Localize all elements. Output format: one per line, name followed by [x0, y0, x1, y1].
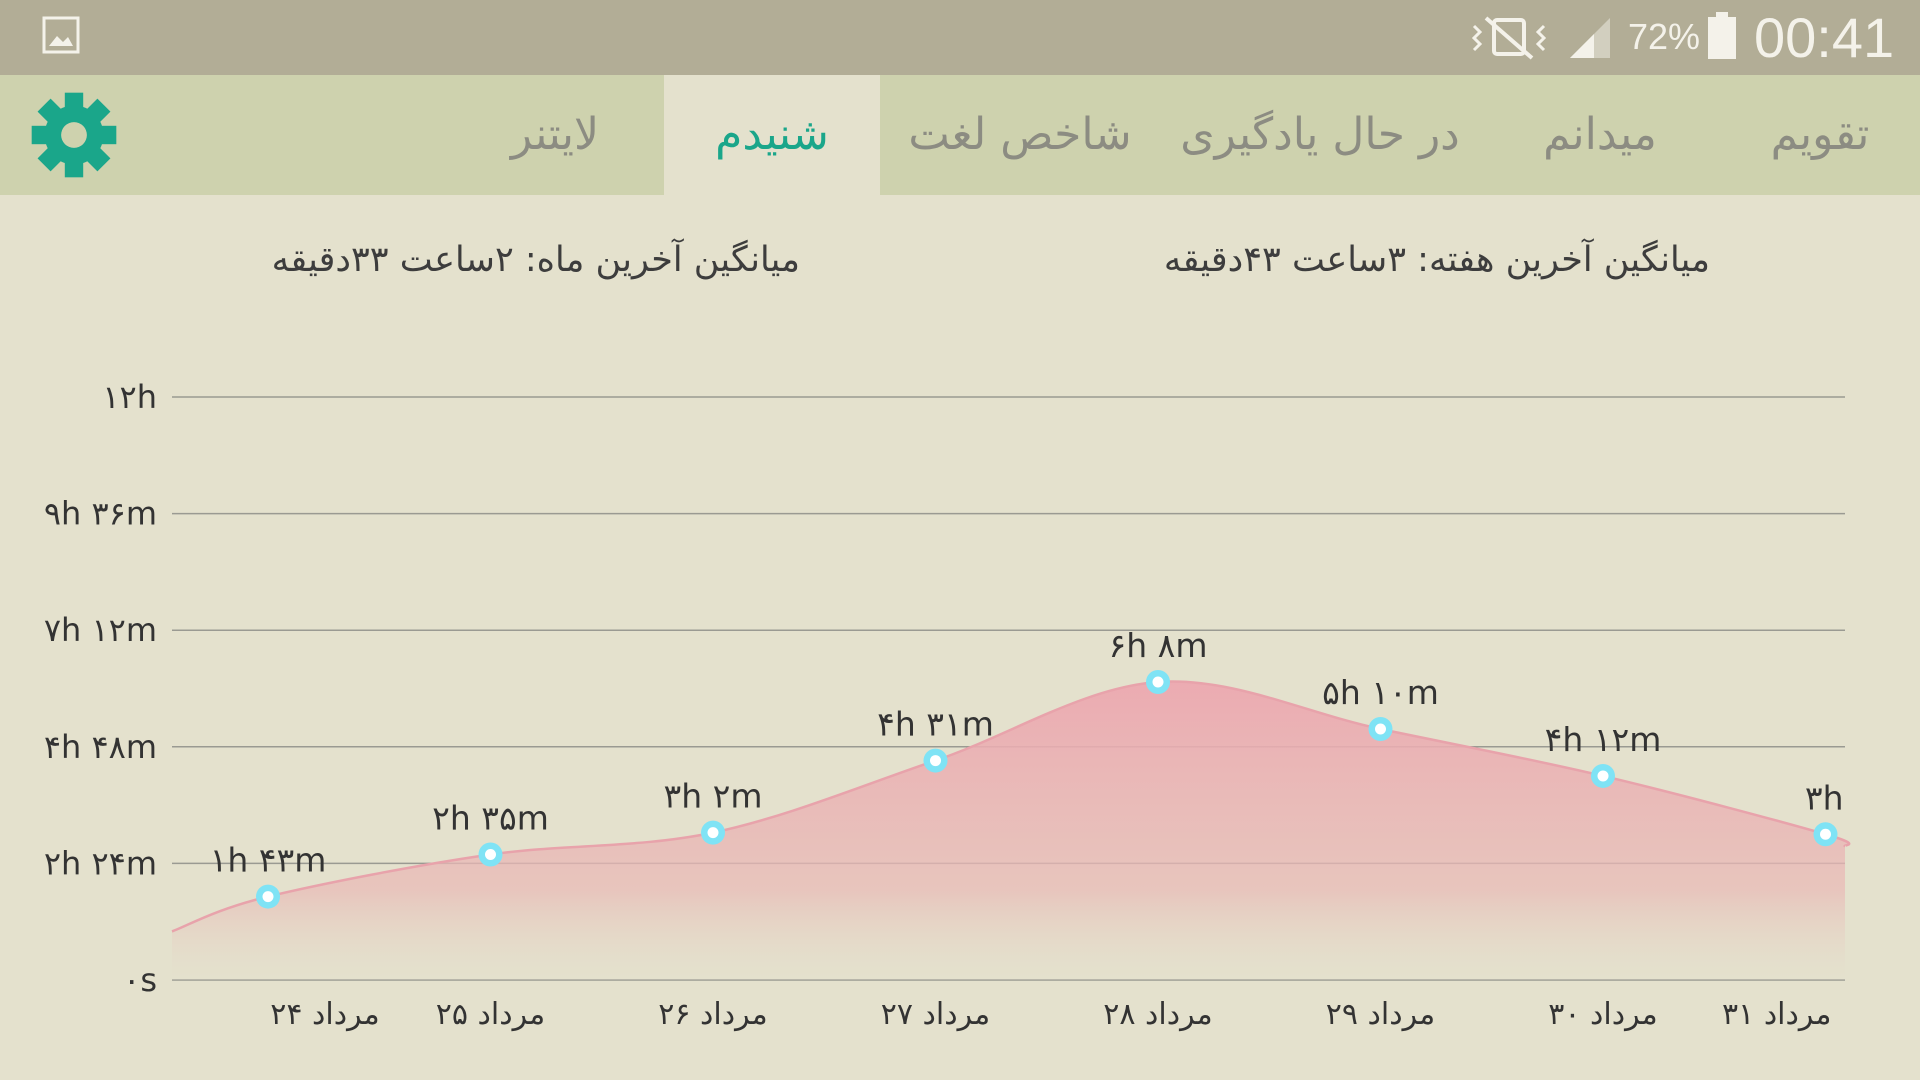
gear-icon[interactable]	[28, 89, 120, 181]
data-label: ۴h ۱۲m	[1545, 720, 1662, 759]
signal-icon	[1570, 18, 1610, 58]
weekly-average: میانگین آخرین هفته: ۳ساعت ۴۳دقیقه	[1163, 240, 1710, 280]
data-label: ۴h ۳۱m	[877, 705, 994, 744]
tab-heard[interactable]: شنیدم	[664, 75, 880, 195]
y-tick-label: ۴h ۴۸m	[44, 728, 157, 766]
x-tick-label: ۲۷ مرداد	[881, 997, 990, 1032]
battery-percent: 72%	[1628, 16, 1701, 57]
data-point-center	[262, 891, 274, 903]
y-tick-label: ۹h ۳۶m	[44, 495, 157, 533]
data-label: ۱h ۴۳m	[210, 841, 327, 880]
data-label: ۲h ۳۵m	[432, 798, 549, 837]
tab-known[interactable]: میدانم	[1543, 109, 1657, 160]
monthly-average: میانگین آخرین ماه: ۲ساعت ۳۳دقیقه	[271, 240, 800, 280]
image-notification-icon	[42, 16, 80, 54]
status-bar: 72% 00:41	[0, 0, 1920, 75]
series-line	[171, 680, 1851, 933]
x-tick-label: ۲۴ مرداد	[270, 997, 379, 1032]
data-point-center	[930, 755, 941, 767]
tab-leitner[interactable]: لایتنر	[510, 109, 600, 160]
x-tick-label: ۳۰ مرداد	[1548, 997, 1657, 1032]
tab-bar: تقویم میدانم در حال یادگیری شاخص لغت شنی…	[0, 75, 1920, 195]
vibrate-off-icon	[1471, 16, 1547, 60]
series-area	[172, 681, 1850, 980]
data-point-center	[1152, 676, 1164, 688]
x-tick-label: ۲۹ مرداد	[1326, 997, 1435, 1032]
data-label: ۳h ۲m	[664, 777, 763, 816]
data-point-center	[1375, 723, 1386, 735]
tab-word-index[interactable]: شاخص لغت	[908, 109, 1132, 160]
listening-time-chart: ۰s ۲h ۲۴m ۴h ۴۸m ۷h ۱۲m ۹h ۳۶m ۱۲h ۱h ۴۳m ۲h ۳…	[44, 378, 1851, 1032]
x-tick-label: ۳۱ مرداد	[1722, 997, 1831, 1032]
y-tick-label: ۷h ۱۲m	[44, 611, 157, 649]
x-tick-label: ۲۸ مرداد	[1103, 997, 1212, 1032]
data-point-center	[485, 848, 496, 860]
data-label: ۳h	[1805, 778, 1844, 817]
data-label: ۵h ۱۰m	[1322, 673, 1439, 712]
battery-icon	[1708, 12, 1736, 59]
tab-learning[interactable]: در حال یادگیری	[1180, 109, 1460, 160]
data-point-center	[1597, 770, 1609, 782]
clock: 00:41	[1754, 6, 1895, 69]
data-point-center	[707, 827, 719, 839]
data-label: ۶h ۸m	[1109, 626, 1208, 665]
x-tick-label: ۲۵ مرداد	[436, 997, 545, 1032]
y-tick-label: ۰s	[123, 961, 157, 999]
tab-calendar[interactable]: تقویم	[1770, 109, 1870, 160]
data-point-center	[1820, 828, 1831, 840]
x-tick-label: ۲۶ مرداد	[658, 997, 767, 1032]
y-tick-label: ۲h ۲۴m	[44, 844, 157, 882]
y-tick-label: ۱۲h	[102, 378, 157, 416]
